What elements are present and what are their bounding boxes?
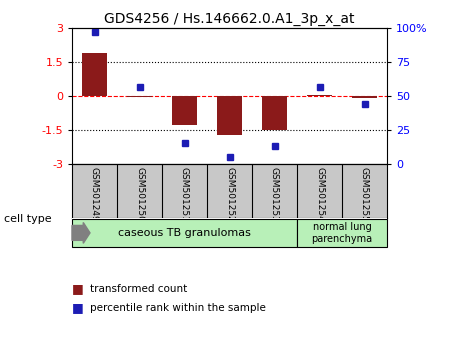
Bar [172, 96, 197, 125]
FancyArrow shape [72, 222, 90, 243]
Bar [352, 96, 377, 98]
Text: GSM501250: GSM501250 [135, 166, 144, 221]
Text: GSM501254: GSM501254 [315, 166, 324, 221]
Text: ■: ■ [72, 302, 84, 314]
Text: caseous TB granulomas: caseous TB granulomas [118, 228, 251, 238]
Bar [72, 218, 297, 247]
Bar [217, 96, 242, 135]
Bar [127, 96, 152, 97]
Bar [307, 95, 332, 96]
Text: percentile rank within the sample: percentile rank within the sample [90, 303, 266, 313]
Text: normal lung
parenchyma: normal lung parenchyma [311, 222, 373, 244]
Bar [297, 218, 387, 247]
Text: GSM501249: GSM501249 [90, 166, 99, 221]
Text: transformed count: transformed count [90, 284, 187, 293]
Title: GDS4256 / Hs.146662.0.A1_3p_x_at: GDS4256 / Hs.146662.0.A1_3p_x_at [104, 12, 355, 26]
Bar [262, 96, 287, 130]
Bar [82, 53, 107, 96]
Text: GSM501251: GSM501251 [180, 166, 189, 221]
Text: GSM501253: GSM501253 [270, 166, 279, 221]
Text: cell type: cell type [4, 214, 52, 224]
Text: GSM501252: GSM501252 [225, 166, 234, 221]
Text: GSM501255: GSM501255 [360, 166, 369, 221]
Text: ■: ■ [72, 282, 84, 295]
